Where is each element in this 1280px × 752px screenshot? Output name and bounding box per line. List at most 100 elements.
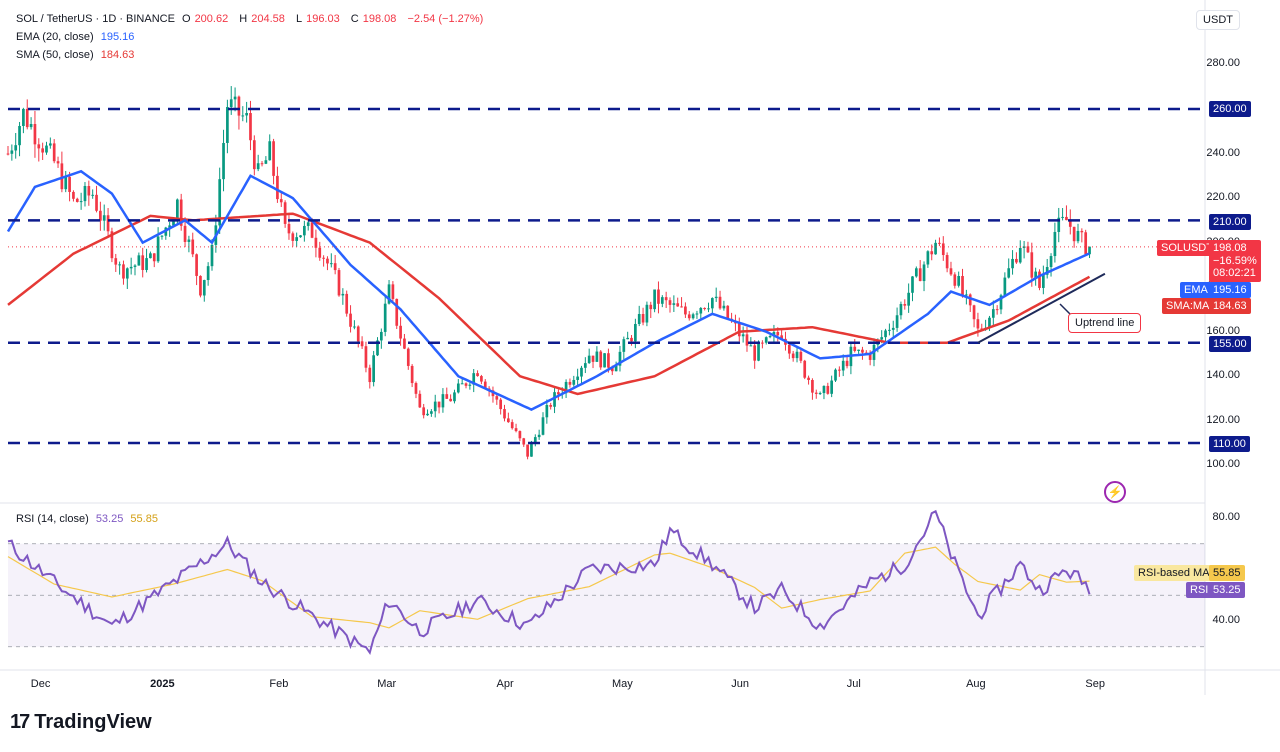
rsi-legend[interactable]: RSI (14, close) 53.25 55.85: [16, 510, 162, 528]
rsi-band: [8, 543, 1205, 647]
rsi-tick-label: 80.00: [1212, 511, 1240, 523]
candle: [25, 99, 29, 130]
candle-body: [360, 341, 364, 347]
candle-body: [622, 339, 626, 352]
candle-body: [988, 317, 991, 328]
candle-body: [114, 258, 118, 265]
candle-body: [1015, 258, 1018, 263]
candle-body: [295, 237, 299, 241]
candle-body: [426, 413, 429, 416]
candle: [41, 142, 44, 161]
candle: [433, 394, 437, 418]
time-tick-label: Jun: [731, 678, 750, 690]
candle: [1068, 209, 1072, 235]
candle: [591, 355, 595, 369]
candle-body: [287, 223, 291, 234]
candle-body: [891, 327, 895, 330]
candle: [322, 255, 325, 267]
time-tick-label: Sep: [1085, 678, 1105, 690]
candle-body: [303, 225, 306, 236]
candle: [707, 302, 710, 313]
candle: [418, 390, 422, 409]
candle: [287, 213, 291, 240]
candle-body: [48, 143, 52, 146]
candle: [72, 190, 75, 202]
candle-body: [587, 355, 591, 364]
candle-body: [957, 276, 961, 286]
candle-body: [480, 376, 483, 382]
price-tick-label: 280.00: [1206, 57, 1240, 70]
candle-body: [1018, 247, 1022, 263]
candle-body: [372, 355, 375, 383]
candle: [48, 137, 52, 149]
candle-body: [745, 334, 749, 346]
lightning-icon[interactable]: ⚡: [1104, 481, 1126, 503]
price-tick-label: 140.00: [1206, 369, 1240, 382]
candle-body: [518, 431, 522, 439]
candle: [222, 129, 225, 192]
candle-body: [202, 280, 206, 296]
candle: [83, 182, 87, 207]
candle-body: [995, 309, 999, 311]
candle: [445, 387, 449, 399]
candle: [653, 289, 656, 313]
candle: [1007, 258, 1011, 279]
candle-body: [260, 163, 264, 165]
candle: [853, 338, 857, 353]
candle-body: [780, 335, 783, 339]
candle: [364, 341, 368, 373]
candle: [695, 310, 699, 319]
candle-body: [10, 150, 14, 154]
candle: [1088, 246, 1091, 258]
candle: [533, 434, 537, 447]
candle-body: [926, 251, 930, 265]
candle: [437, 401, 441, 414]
candle-body: [75, 198, 79, 202]
candle: [383, 294, 387, 337]
candle-body: [853, 346, 857, 351]
candle-body: [6, 153, 10, 155]
currency-button[interactable]: USDT: [1196, 10, 1240, 30]
candle: [226, 99, 229, 154]
sma-legend[interactable]: SMA (50, close) 184.63: [16, 46, 138, 64]
candle: [145, 248, 148, 273]
candle-body: [930, 251, 934, 255]
candle-body: [795, 351, 799, 359]
candle-body: [761, 342, 764, 344]
candle: [137, 252, 141, 266]
candle: [125, 267, 129, 289]
candle: [99, 201, 102, 231]
candle: [703, 307, 706, 311]
uptrend-line-annotation[interactable]: Uptrend line: [1068, 313, 1142, 333]
candle-body: [314, 237, 318, 248]
candle: [210, 239, 214, 271]
candle-body: [1049, 256, 1053, 268]
candle-body: [379, 331, 383, 341]
candle-body: [576, 376, 579, 380]
candle-body: [249, 113, 252, 141]
candle: [395, 298, 399, 330]
candle: [1061, 208, 1064, 221]
candle: [183, 217, 187, 248]
candle-body: [403, 338, 406, 349]
candle: [52, 139, 56, 164]
candle-body: [56, 161, 60, 164]
candle: [1053, 222, 1057, 263]
ema-legend[interactable]: EMA (20, close) 195.16: [16, 28, 138, 46]
candle-body: [857, 349, 860, 351]
candle-body: [256, 163, 260, 170]
candle-body: [456, 383, 460, 393]
candle: [75, 197, 79, 203]
candle-body: [176, 199, 179, 220]
candle-body: [726, 305, 730, 319]
tradingview-logo[interactable]: 17 TradingView: [10, 711, 152, 734]
candle: [199, 275, 202, 298]
price-tick-label: 160.00: [1206, 324, 1240, 337]
candle-body: [583, 363, 587, 368]
candle-body: [1088, 246, 1091, 255]
candle-body: [291, 233, 295, 241]
candle: [795, 347, 799, 363]
candle: [972, 304, 976, 328]
candle-body: [880, 337, 884, 340]
